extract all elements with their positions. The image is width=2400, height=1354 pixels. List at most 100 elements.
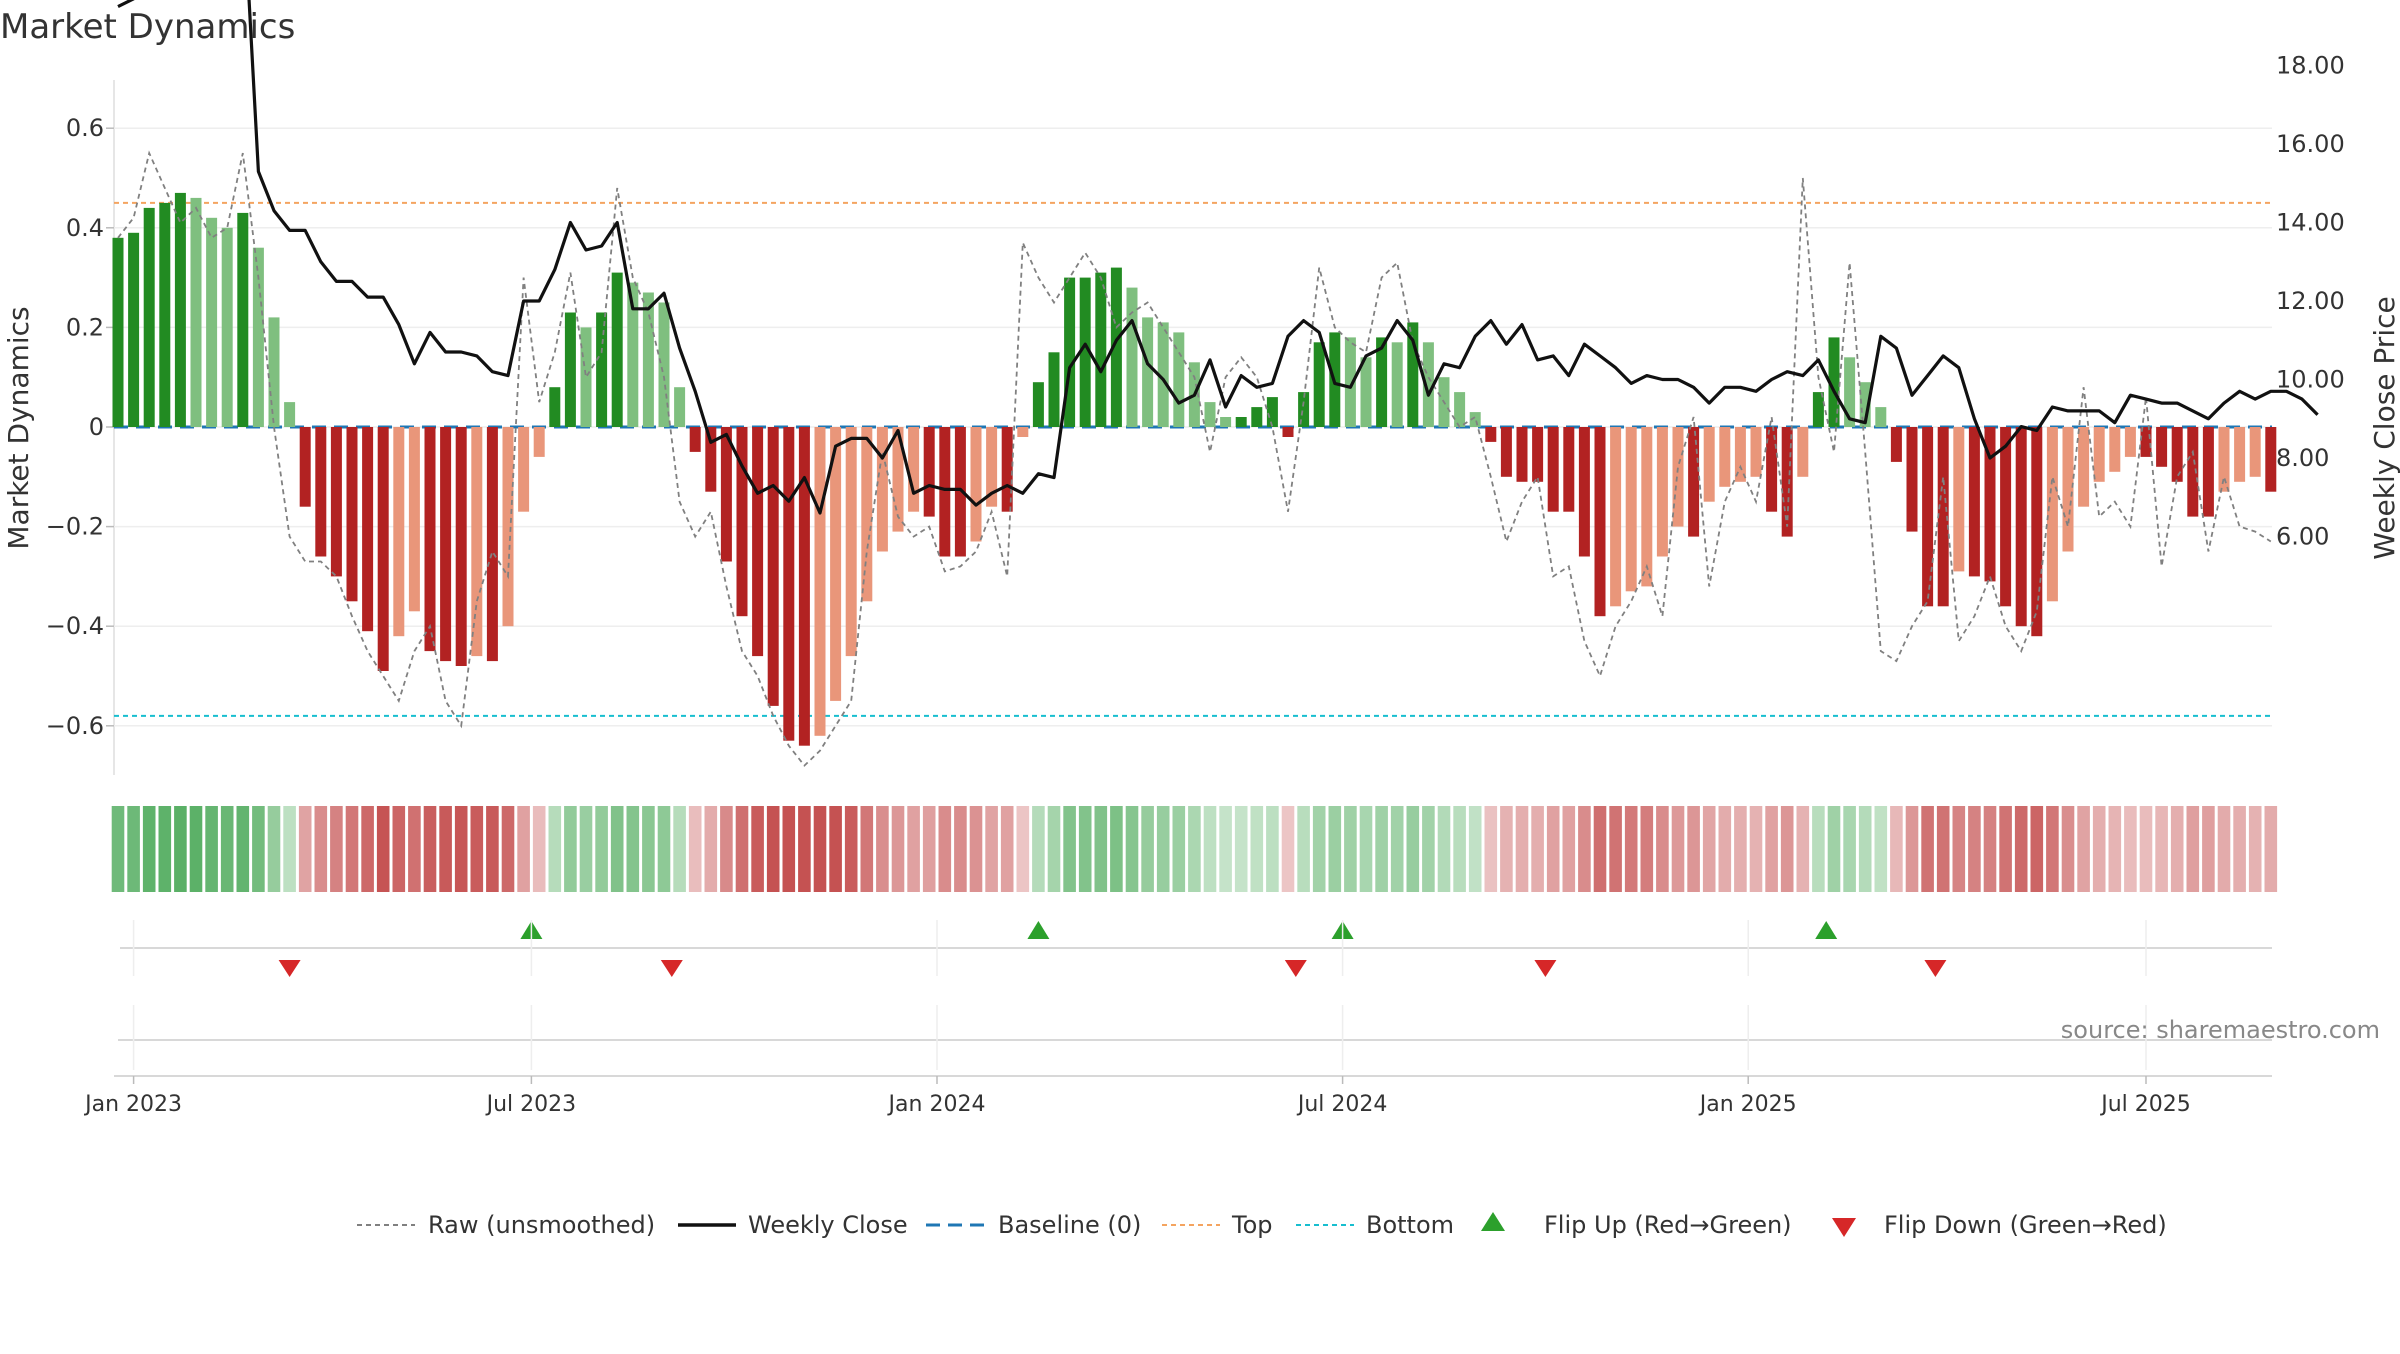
momentum-bar [502, 427, 514, 627]
series-lines [117, 0, 2319, 767]
momentum-bar [471, 427, 483, 657]
legend-flip-down-marker [1832, 1218, 1856, 1237]
momentum-bar [798, 427, 810, 746]
regime-cell [454, 806, 468, 892]
momentum-bar [1001, 427, 1013, 512]
regime-cell [564, 806, 577, 892]
momentum-bar [1017, 427, 1029, 437]
momentum-bar [1797, 427, 1809, 477]
momentum-bar [377, 427, 389, 671]
legend-baseline-label: Baseline (0) [998, 1211, 1141, 1239]
momentum-bar [1422, 342, 1434, 427]
regime-cell [1890, 806, 1903, 892]
raw-line [117, 150, 2272, 767]
regime-cell [252, 806, 265, 892]
regime-cell [610, 806, 624, 892]
regime-cell [174, 806, 187, 892]
regime-cell [704, 806, 718, 892]
regime-cell [1328, 806, 1342, 892]
regime-cell [345, 806, 359, 892]
regime-cell [2108, 806, 2122, 892]
momentum-bar [1454, 392, 1466, 427]
regime-cell [1780, 806, 1794, 892]
regime-cell [408, 806, 421, 892]
left-tick-label: −0.6 [46, 712, 104, 740]
regime-cell [2030, 806, 2044, 892]
regime-cell [1219, 806, 1232, 892]
regime-cell [1406, 806, 1420, 892]
regime-cell [1624, 806, 1638, 892]
flip-down-marker [1534, 960, 1557, 977]
momentum-bar [174, 192, 186, 427]
regime-cell [1484, 806, 1498, 892]
momentum-bar [923, 427, 935, 517]
regime-cell [2139, 806, 2153, 892]
momentum-bar [1828, 337, 1840, 427]
momentum-bar [1095, 272, 1107, 427]
momentum-bar [1220, 417, 1232, 427]
regime-cell [1640, 806, 1654, 892]
momentum-bar [1625, 427, 1637, 592]
regime-cell [2061, 806, 2075, 892]
regime-cell [1047, 806, 1061, 892]
momentum-bar [1890, 427, 1902, 462]
momentum-bar [346, 427, 358, 602]
momentum-bar [1719, 427, 1731, 487]
momentum-bar [1656, 427, 1668, 557]
momentum-bar [2031, 427, 2043, 637]
regime-cell [1156, 806, 1170, 892]
momentum-bar [736, 427, 748, 617]
momentum-bar [284, 402, 296, 427]
regime-cell [1983, 806, 1997, 892]
regime-cell [1999, 806, 2012, 892]
momentum-bar [1859, 382, 1871, 427]
regime-cell [1172, 806, 1186, 892]
momentum-bar [2156, 427, 2168, 467]
momentum-bar [518, 427, 530, 512]
legend-close-label: Weekly Close [748, 1211, 908, 1239]
regime-cell [189, 806, 203, 892]
regime-cell [969, 806, 983, 892]
regime-cell [642, 806, 655, 892]
momentum-bar [1781, 427, 1793, 537]
regime-cell [844, 806, 858, 892]
regime-cell [1468, 806, 1482, 892]
regime-cell [361, 806, 374, 892]
regime-cell [2155, 806, 2168, 892]
right-tick-label: 14.00 [2276, 209, 2345, 237]
regime-cell [486, 806, 499, 892]
momentum-bar [1547, 427, 1559, 512]
momentum-bar [1922, 427, 1934, 607]
regime-cell [1968, 806, 1981, 892]
left-tick-label: 0.4 [66, 214, 104, 242]
flip-up-marker [1815, 921, 1838, 939]
momentum-bar [1532, 427, 1544, 482]
x-axis: Jan 2023 Jul 2023 Jan 2024 Jul 2024 Jan 2025… [83, 920, 2191, 1117]
momentum-bar [689, 427, 701, 452]
regime-cell [1593, 806, 1607, 892]
momentum-bar [564, 312, 576, 427]
momentum-bar [2234, 427, 2246, 482]
regime-cell [1749, 806, 1763, 892]
regime-cell [829, 806, 842, 892]
legend-flip-down-label: Flip Down (Green→Red) [1884, 1211, 2167, 1239]
legend-top-label: Top [1231, 1211, 1273, 1239]
weekly-close-line [117, 0, 2319, 515]
momentum-bar [1516, 427, 1528, 482]
regime-cell [626, 806, 640, 892]
momentum-bar [252, 247, 264, 427]
regime-cell [1765, 806, 1778, 892]
momentum-bar [2187, 427, 2199, 517]
regime-cell [813, 806, 827, 892]
momentum-bar [1937, 427, 1949, 607]
regime-cell [1375, 806, 1388, 892]
regime-cell [1500, 806, 1513, 892]
regime-cell [985, 806, 998, 892]
regime-cell [439, 806, 452, 892]
regime-cell [1734, 806, 1747, 892]
flip-panel [114, 921, 2272, 1077]
momentum-bar [455, 427, 467, 666]
momentum-bar [1578, 427, 1590, 557]
right-tick-label: 10.00 [2276, 366, 2345, 394]
regime-cell [1453, 806, 1466, 892]
